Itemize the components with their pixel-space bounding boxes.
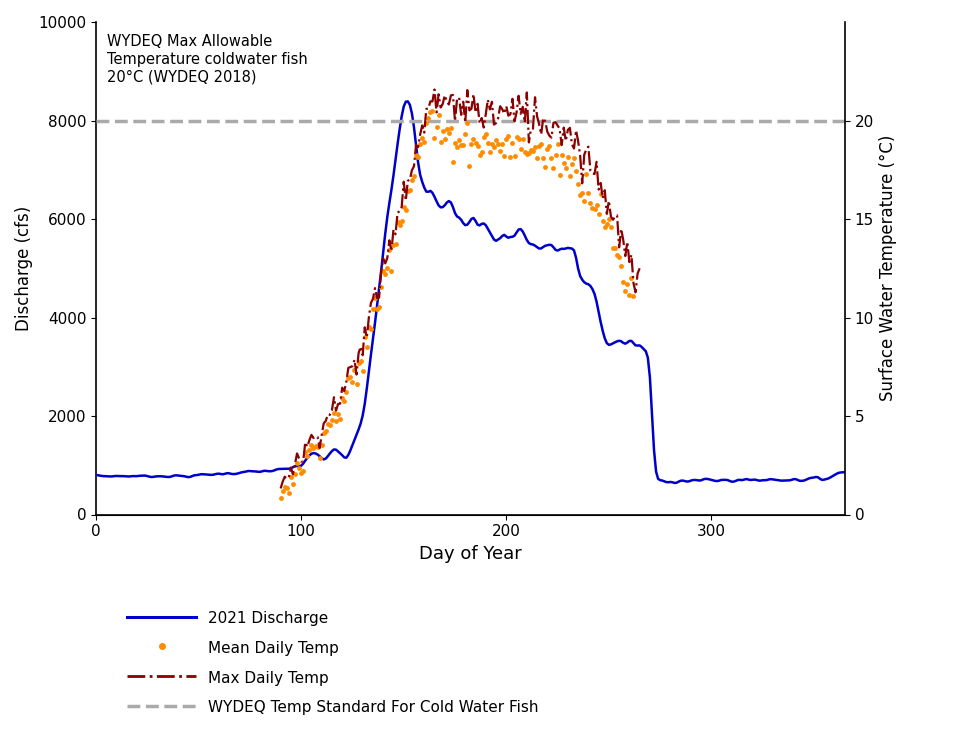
Y-axis label: Discharge (cfs): Discharge (cfs) bbox=[14, 206, 33, 331]
Legend: 2021 Discharge, Mean Daily Temp, Max Daily Temp, WYDEQ Temp Standard For Cold Wa: 2021 Discharge, Mean Daily Temp, Max Dai… bbox=[123, 606, 543, 720]
Text: WYDEQ Max Allowable
Temperature coldwater fish
20°C (WYDEQ 2018): WYDEQ Max Allowable Temperature coldwate… bbox=[108, 35, 308, 85]
Y-axis label: Surface Water Temperature (°C): Surface Water Temperature (°C) bbox=[879, 135, 898, 401]
X-axis label: Day of Year: Day of Year bbox=[419, 545, 522, 563]
